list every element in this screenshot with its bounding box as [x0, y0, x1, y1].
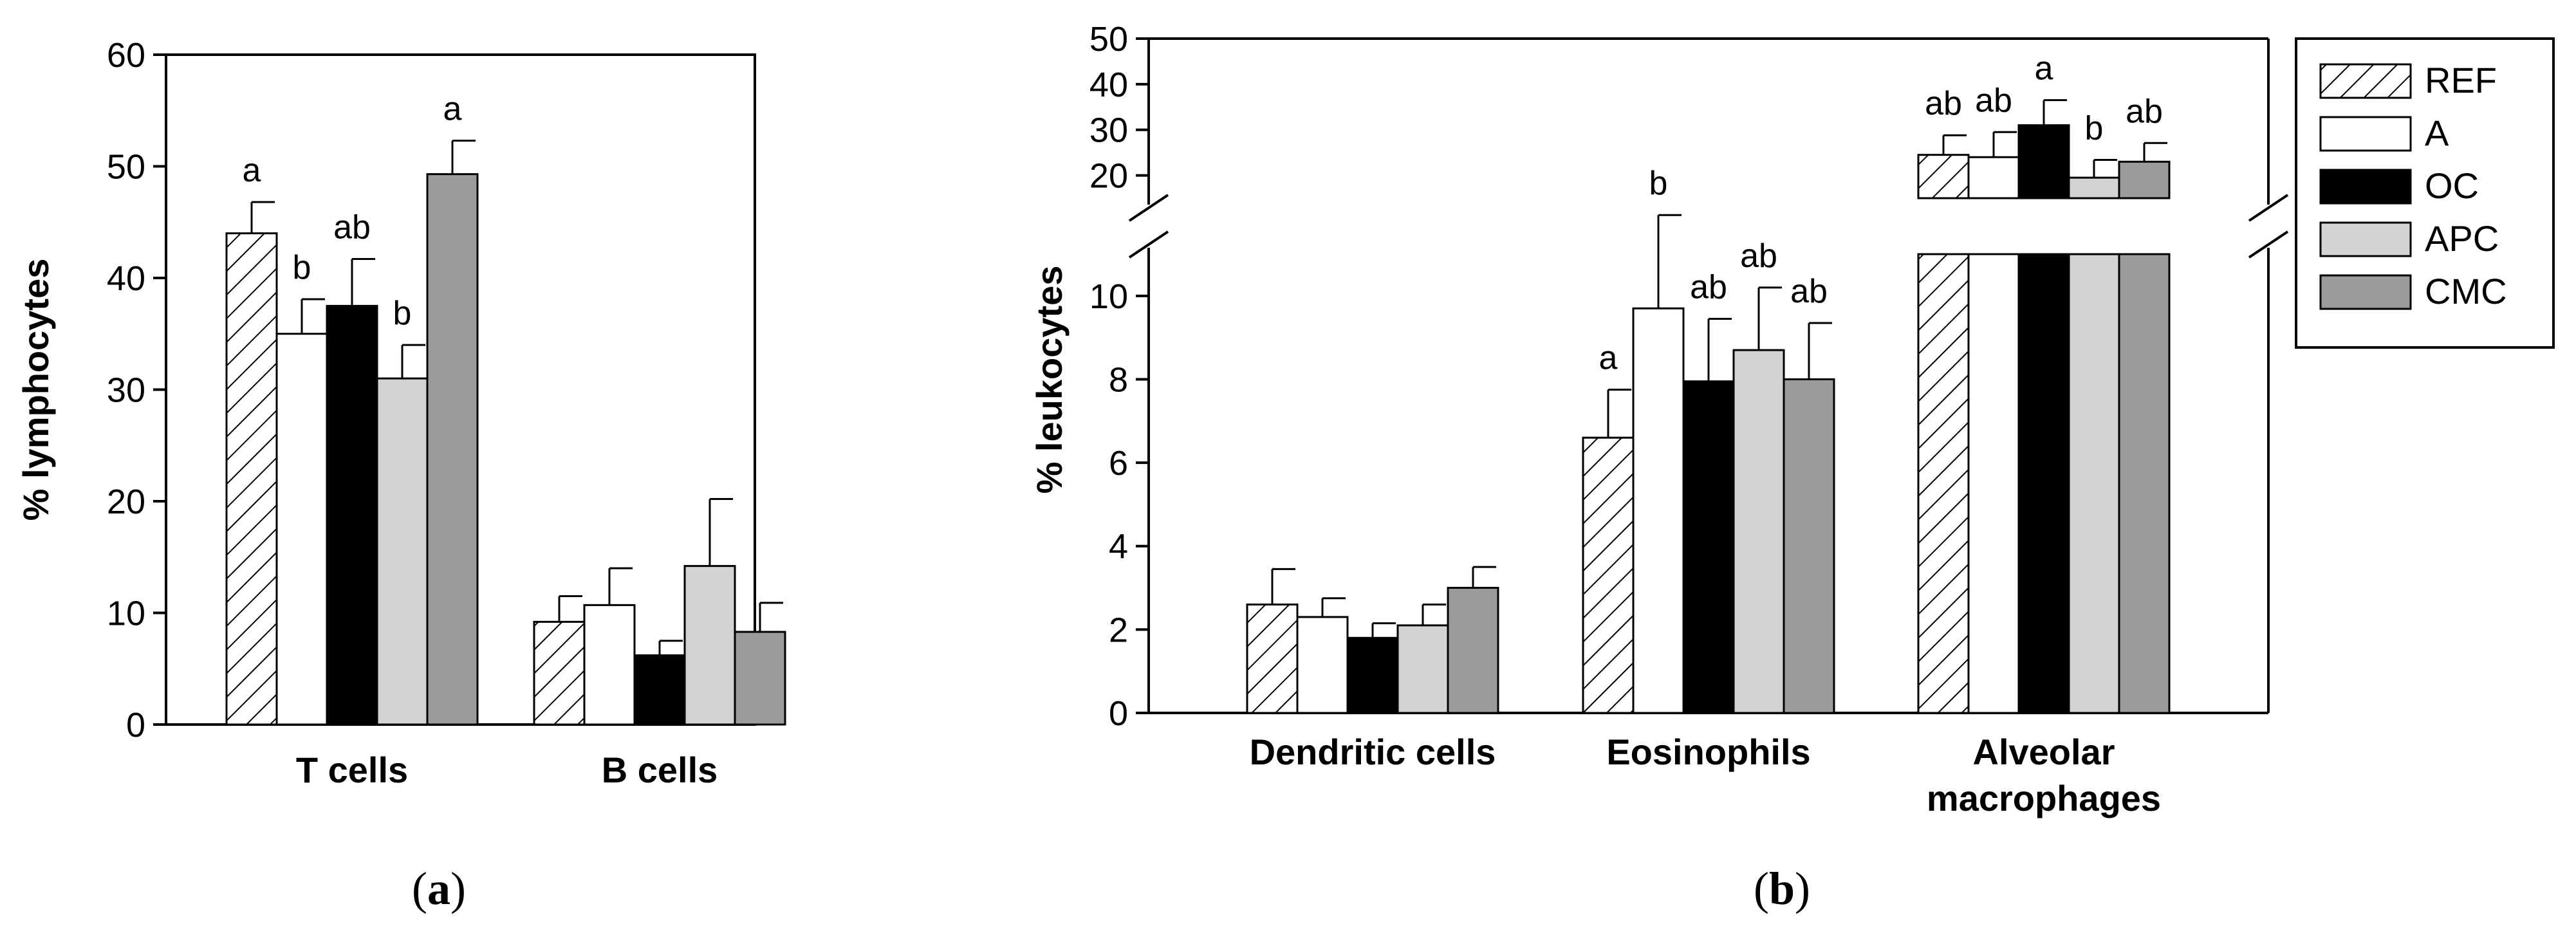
panel-a-ytick-label: 60: [107, 36, 145, 75]
legend-label-a: A: [2425, 113, 2449, 153]
legend-swatch-a: [2319, 116, 2412, 152]
panel-b-category-label: Eosinophils: [1606, 732, 1810, 772]
panel-b-ytick-label: 50: [1089, 20, 1128, 59]
panel-a-ylabel: % lymphocytes: [15, 259, 56, 521]
legend-swatch-ref: [2319, 63, 2412, 99]
panel-b-close: ): [1795, 863, 1811, 914]
panel-b-ytick-label: 4: [1109, 528, 1128, 566]
panel-b-axis-break-left: [1128, 230, 1169, 259]
panel-a-bar-t-cells-oc: [326, 304, 378, 726]
panel-a-category-label: T cells: [296, 750, 408, 790]
panel-b-bar-alveolar-macrophages-ref: [1917, 253, 1970, 714]
panel-b-bar-eosinophils-ref: [1582, 436, 1635, 714]
panel-b-letter: b: [1768, 863, 1795, 914]
panel-b-ytick-label: 20: [1089, 157, 1128, 196]
panel-b-axis-break-right: [2248, 194, 2289, 222]
panel-b-category-label: Dendritic cells: [1250, 732, 1496, 772]
panel-b-bar-alveolar-macrophages-cmc: [2118, 160, 2171, 199]
legend-label-apc: APC: [2425, 218, 2499, 259]
panel-b-ylabel: % leukocytes: [1029, 266, 1070, 494]
panel-b-sig-letter: ab: [1690, 268, 1727, 306]
panel-b-sig-letter: ab: [1925, 85, 1962, 122]
panel-b-bar-alveolar-macrophages-oc: [2017, 253, 2070, 714]
legend-swatch-oc: [2319, 169, 2412, 205]
panel-b-ytick-label: 30: [1089, 111, 1128, 150]
panel-b-bar-eosinophils-oc: [1682, 380, 1735, 714]
panel-a-bar-b-cells-oc: [633, 654, 686, 726]
panel-b-bar-alveolar-macrophages-a: [1967, 253, 2020, 714]
panel-a-ytick-label: 10: [107, 595, 145, 633]
panel-a-bar-t-cells-a: [275, 333, 328, 726]
panel-b-bar-alveolar-macrophages-oc: [2017, 124, 2070, 199]
panel-b-open: (: [1754, 863, 1769, 914]
panel-b-ytick-label: 40: [1089, 66, 1128, 104]
panel-a-bar-b-cells-ref: [533, 620, 586, 726]
panel-b-category-label: Alveolar: [1973, 732, 2115, 772]
panel-b-bar-dendritic-cells-ref: [1246, 603, 1299, 714]
panel-a-ytick-label: 40: [107, 259, 145, 298]
panel-b-sig-letter: ab: [1740, 237, 1777, 275]
panel-a-ytick-label: 0: [126, 706, 145, 744]
panel-a-sig-letter: ab: [333, 209, 371, 246]
panel-b-ytick-label: 6: [1109, 444, 1128, 483]
panel-b-ytick-label: 2: [1109, 611, 1128, 649]
panel-a-sig-letter: b: [293, 249, 311, 286]
panel-b-axis-break-right: [2248, 230, 2289, 259]
panel-b-ytick-label: 0: [1109, 694, 1128, 733]
panel-b-ytick-label: 10: [1089, 277, 1128, 316]
panel-a-close: ): [450, 863, 466, 914]
panel-b-label: (b): [1754, 862, 1810, 916]
panel-b-bar-alveolar-macrophages-apc: [2068, 253, 2120, 714]
legend-label-oc: OC: [2425, 165, 2479, 206]
panel-b-bar-eosinophils-apc: [1732, 349, 1785, 714]
panel-a-bar-b-cells-apc: [683, 565, 736, 726]
panel-a-ytick-label: 20: [107, 483, 145, 521]
panel-b-bar-alveolar-macrophages-a: [1967, 156, 2020, 199]
panel-a-open: (: [412, 863, 427, 914]
legend-label-cmc: CMC: [2425, 271, 2507, 311]
panel-b-sig-letter: ab: [1790, 273, 1828, 310]
legend-label-ref: REF: [2425, 60, 2497, 100]
panel-b-sig-letter: b: [2085, 109, 2104, 147]
panel-b-bar-dendritic-cells-cmc: [1447, 587, 1499, 714]
panel-b-sig-letter: b: [1649, 165, 1668, 202]
panel-b-axis-break-left: [1128, 194, 1169, 222]
panel-b-ytick-label: 8: [1109, 360, 1128, 399]
panel-a-bar-b-cells-cmc: [734, 631, 786, 726]
panel-b-sig-letter: a: [2035, 50, 2053, 88]
legend-swatch-cmc: [2319, 274, 2412, 310]
panel-a-sig-letter: a: [443, 91, 462, 128]
panel-b-bar-alveolar-macrophages-cmc: [2118, 253, 2171, 714]
panel-a-letter: a: [427, 863, 450, 914]
legend-swatch-apc: [2319, 221, 2412, 257]
panel-b-bar-alveolar-macrophages-apc: [2068, 176, 2120, 199]
panel-b-bar-dendritic-cells-oc: [1346, 636, 1399, 714]
panel-b-category-label: macrophages: [1927, 778, 2161, 818]
panel-b-bar-dendritic-cells-apc: [1396, 624, 1449, 714]
panel-b-bar-alveolar-macrophages-ref: [1917, 154, 1970, 199]
panel-b-bar-eosinophils-a: [1632, 307, 1685, 714]
panel-a-ytick-label: 50: [107, 148, 145, 187]
panel-b-bar-eosinophils-cmc: [1783, 378, 1835, 714]
panel-a-label: (a): [412, 862, 466, 916]
panel-a-sig-letter: b: [393, 295, 412, 332]
panel-b-sig-letter: a: [1599, 340, 1618, 377]
panel-b-bar-dendritic-cells-a: [1296, 616, 1349, 714]
panel-b-sig-letter: ab: [2126, 93, 2163, 130]
panel-a-bar-b-cells-a: [583, 604, 636, 726]
panel-a-bar-t-cells-cmc: [426, 173, 479, 726]
panel-a-bar-t-cells-apc: [376, 377, 429, 726]
panel-b-sig-letter: ab: [1975, 82, 2012, 119]
panel-a-sig-letter: a: [243, 152, 261, 189]
panel-a-category-label: B cells: [602, 750, 718, 790]
panel-a-ytick-label: 30: [107, 371, 145, 410]
panel-a-bar-t-cells-ref: [225, 232, 278, 726]
